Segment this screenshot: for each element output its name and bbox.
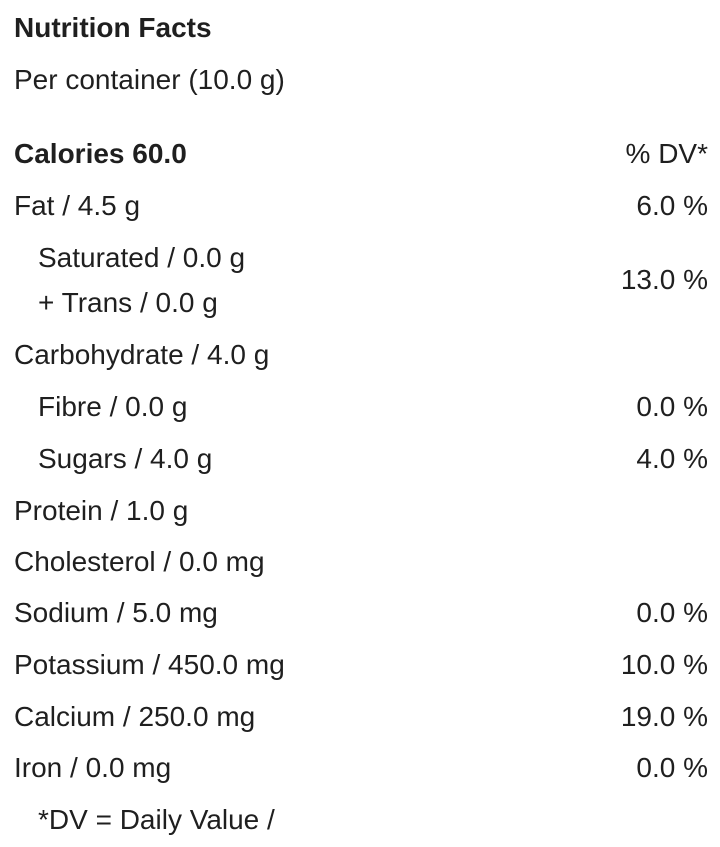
calories: Calories 60.0 [14,138,187,169]
nutrient-label: Iron / 0.0 mg [14,752,172,783]
nutrient-label: Saturated / 0.0 g [38,242,246,273]
title: Nutrition Facts [14,12,212,43]
nutrient-label: + Trans / 0.0 g [38,287,218,318]
nutrient-label: Cholesterol / 0.0 mg [14,546,265,577]
nutrient-label: Fat / 4.5 g [14,190,141,221]
dv-header: % DV* [625,138,708,169]
nutrient-dv: 6.0 % [636,190,708,221]
nutrient-label: Calcium / 250.0 mg [14,701,256,732]
nutrient-dv: 0.0 % [636,752,708,783]
nutrient-dv: 0.0 % [636,597,708,628]
nutrient-dv: 10.0 % [620,649,708,680]
nutrient-dv: 4.0 % [636,443,708,474]
serving: Per container (10.0 g) [14,64,285,95]
nutrient-dv: 19.0 % [620,701,708,732]
nutrient-label: Fibre / 0.0 g [38,391,188,422]
nutrient-label: Protein / 1.0 g [14,495,189,526]
nutrient-label: Potassium / 450.0 mg [14,649,285,680]
nutrient-dv: 13.0 % [620,264,708,295]
nutrient-label: Sugars / 4.0 g [38,443,213,474]
nutrient-label: Carbohydrate / 4.0 g [14,339,270,370]
footnote: *DV = Daily Value / [38,804,275,835]
nutrient-dv: 0.0 % [636,391,708,422]
nutrient-label: Sodium / 5.0 mg [14,597,218,628]
